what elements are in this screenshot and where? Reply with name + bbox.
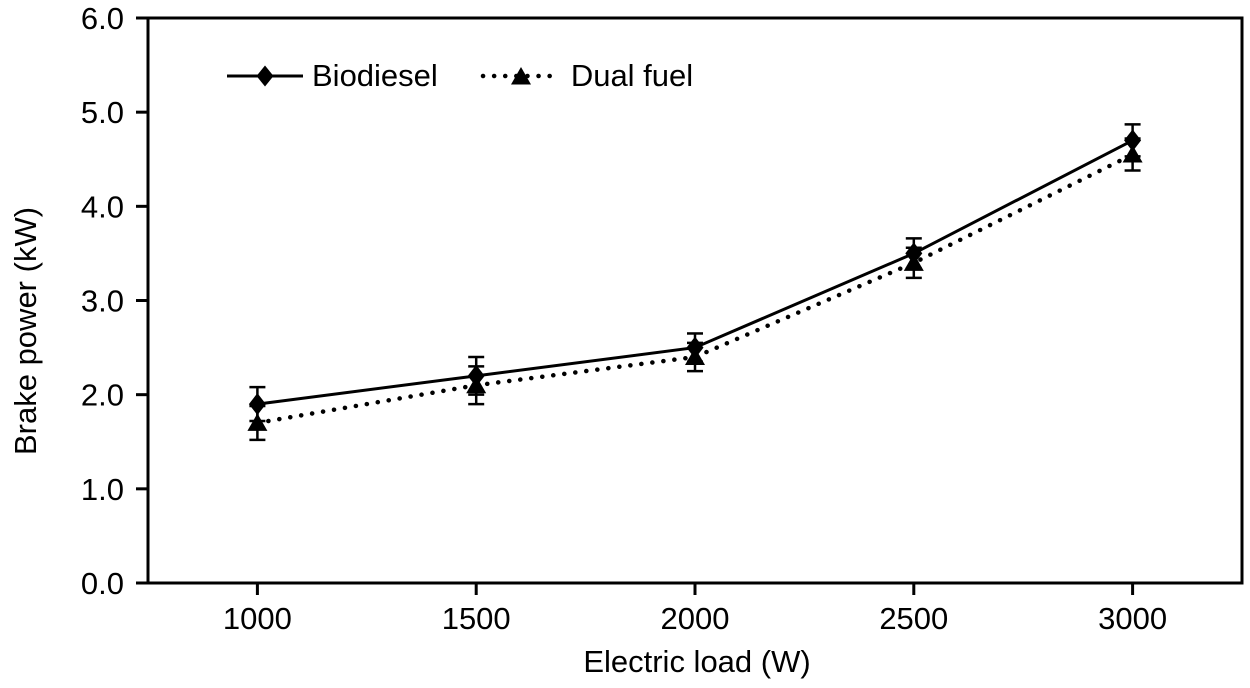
biodiesel-markers xyxy=(248,129,1142,416)
plot-frame xyxy=(146,16,1244,585)
x-axis: 1000 1500 2000 2500 3000 xyxy=(223,583,1167,636)
x-axis-title: Electric load (W) xyxy=(583,644,811,679)
triangle-marker-icon xyxy=(1122,145,1143,163)
diamond-marker-icon xyxy=(256,65,274,87)
y-tick-label: 1.0 xyxy=(81,472,124,507)
diamond-marker-icon xyxy=(467,364,485,387)
x-tick-label: 3000 xyxy=(1098,601,1167,636)
legend: Biodiesel Dual fuel xyxy=(227,58,693,94)
y-tick-label: 4.0 xyxy=(81,189,124,224)
diamond-marker-icon xyxy=(1124,129,1142,152)
y-tick-label: 5.0 xyxy=(81,95,124,130)
x-tick-label: 1500 xyxy=(442,601,511,636)
biodiesel-line-sample xyxy=(227,65,303,87)
series-biodiesel xyxy=(249,123,1141,423)
legend-label-dual-fuel: Dual fuel xyxy=(570,58,694,93)
y-tick-label: 0.0 xyxy=(81,566,124,601)
x-tick-label: 2500 xyxy=(879,601,948,636)
diamond-marker-icon xyxy=(248,393,266,416)
x-tick-label: 2000 xyxy=(661,601,730,636)
diamond-marker-icon xyxy=(686,336,704,359)
dual-fuel-line-sample xyxy=(480,67,562,85)
y-tick-label: 6.0 xyxy=(81,1,124,36)
diamond-marker-icon xyxy=(905,242,923,265)
y-axis-title: Brake power (kW) xyxy=(8,206,43,456)
y-axis: 0.0 1.0 2.0 3.0 4.0 5.0 6.0 xyxy=(81,1,148,601)
y-tick-label: 3.0 xyxy=(81,284,124,319)
legend-item-dual-fuel: Dual fuel xyxy=(480,58,693,94)
legend-label-biodiesel: Biodiesel xyxy=(312,58,438,93)
series-dual-fuel xyxy=(249,137,1141,442)
x-tick-label: 1000 xyxy=(223,601,292,636)
triangle-marker-icon xyxy=(510,67,531,85)
series-line xyxy=(255,152,1135,426)
legend-item-biodiesel: Biodiesel xyxy=(227,58,438,94)
y-tick-label: 2.0 xyxy=(81,378,124,413)
triangle-marker-icon xyxy=(247,413,268,431)
